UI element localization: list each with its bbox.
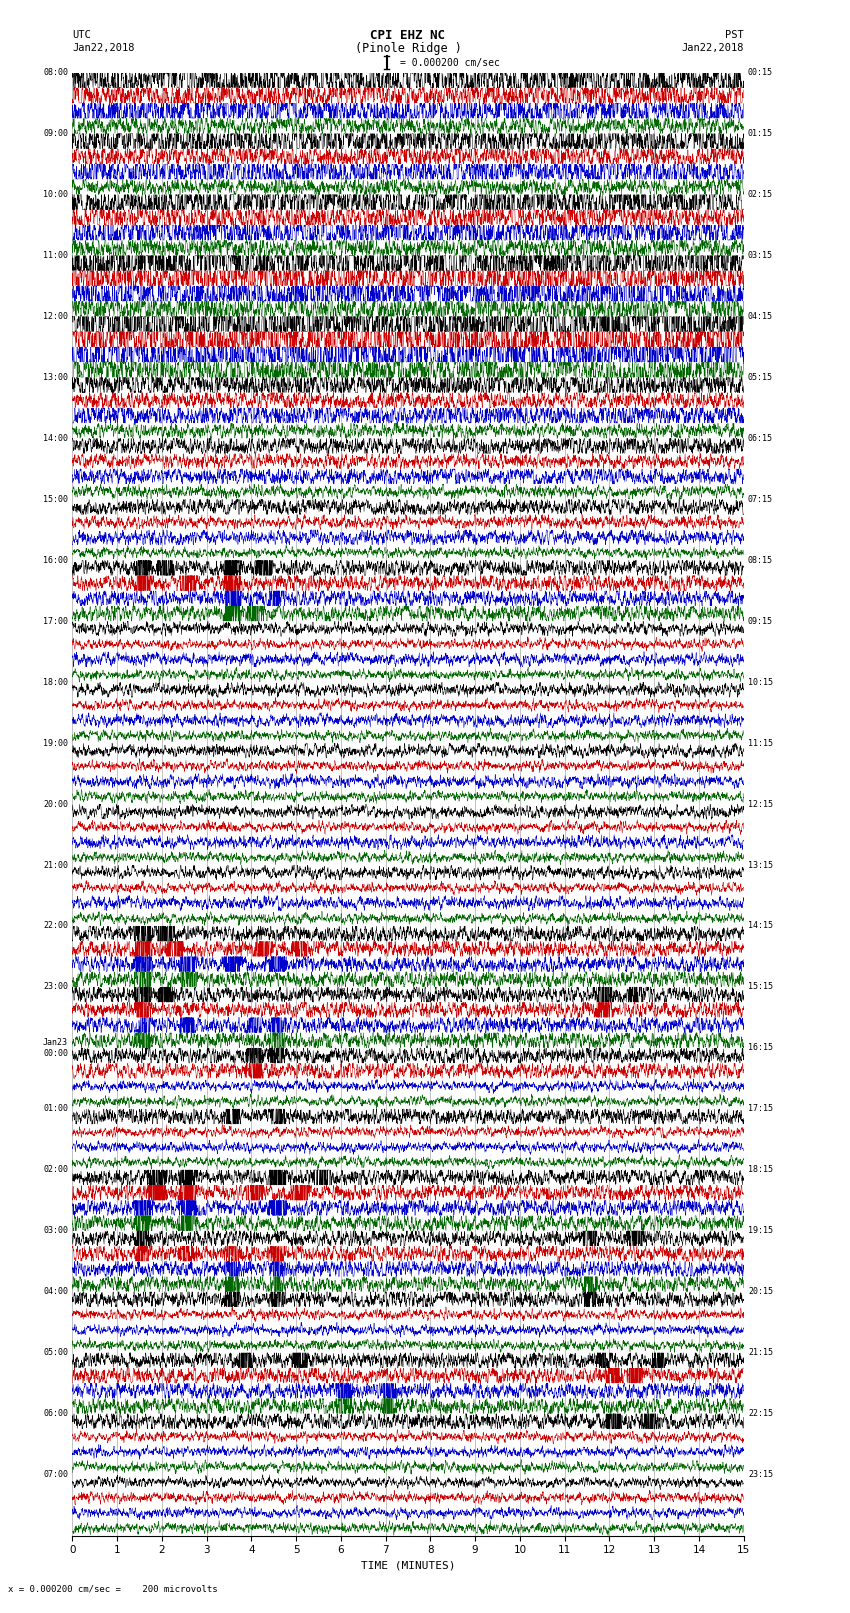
- Text: 16:15: 16:15: [748, 1044, 773, 1052]
- Text: Jan23
00:00: Jan23 00:00: [43, 1039, 68, 1058]
- Text: 13:15: 13:15: [748, 861, 773, 869]
- Text: 14:15: 14:15: [748, 921, 773, 931]
- Text: CPI EHZ NC: CPI EHZ NC: [371, 29, 445, 42]
- Text: Jan22,2018: Jan22,2018: [72, 44, 135, 53]
- Text: 21:00: 21:00: [43, 861, 68, 869]
- Text: 07:00: 07:00: [43, 1469, 68, 1479]
- Text: 17:00: 17:00: [43, 616, 68, 626]
- Text: 21:15: 21:15: [748, 1348, 773, 1357]
- Text: 02:00: 02:00: [43, 1165, 68, 1174]
- Text: 02:15: 02:15: [748, 190, 773, 198]
- Text: 10:15: 10:15: [748, 677, 773, 687]
- Text: Jan22,2018: Jan22,2018: [681, 44, 744, 53]
- Text: 11:00: 11:00: [43, 252, 68, 260]
- Text: 22:00: 22:00: [43, 921, 68, 931]
- Text: 18:15: 18:15: [748, 1165, 773, 1174]
- Text: 18:00: 18:00: [43, 677, 68, 687]
- Text: 12:15: 12:15: [748, 800, 773, 808]
- Text: = 0.000200 cm/sec: = 0.000200 cm/sec: [400, 58, 499, 68]
- Text: 01:15: 01:15: [748, 129, 773, 139]
- Text: 05:00: 05:00: [43, 1348, 68, 1357]
- Text: 14:00: 14:00: [43, 434, 68, 444]
- Text: 20:00: 20:00: [43, 800, 68, 808]
- Text: 10:00: 10:00: [43, 190, 68, 198]
- Text: 20:15: 20:15: [748, 1287, 773, 1297]
- Text: 23:15: 23:15: [748, 1469, 773, 1479]
- Text: PST: PST: [725, 31, 744, 40]
- Text: 19:15: 19:15: [748, 1226, 773, 1236]
- Text: 12:00: 12:00: [43, 311, 68, 321]
- Text: 11:15: 11:15: [748, 739, 773, 747]
- Text: 17:15: 17:15: [748, 1105, 773, 1113]
- Text: 16:00: 16:00: [43, 556, 68, 565]
- Text: 22:15: 22:15: [748, 1410, 773, 1418]
- Text: 08:00: 08:00: [43, 68, 68, 77]
- Text: UTC: UTC: [72, 31, 91, 40]
- Text: (Pinole Ridge ): (Pinole Ridge ): [354, 42, 462, 55]
- Text: 23:00: 23:00: [43, 982, 68, 992]
- Text: 15:15: 15:15: [748, 982, 773, 992]
- Text: 01:00: 01:00: [43, 1105, 68, 1113]
- Text: 15:00: 15:00: [43, 495, 68, 503]
- Text: 19:00: 19:00: [43, 739, 68, 747]
- Text: 00:15: 00:15: [748, 68, 773, 77]
- Text: 03:15: 03:15: [748, 252, 773, 260]
- Text: 09:15: 09:15: [748, 616, 773, 626]
- Text: 09:00: 09:00: [43, 129, 68, 139]
- Text: 07:15: 07:15: [748, 495, 773, 503]
- Text: 04:00: 04:00: [43, 1287, 68, 1297]
- Text: 03:00: 03:00: [43, 1226, 68, 1236]
- Text: 06:15: 06:15: [748, 434, 773, 444]
- X-axis label: TIME (MINUTES): TIME (MINUTES): [360, 1561, 456, 1571]
- Text: 13:00: 13:00: [43, 373, 68, 382]
- Text: x = 0.000200 cm/sec =    200 microvolts: x = 0.000200 cm/sec = 200 microvolts: [8, 1584, 218, 1594]
- Text: 04:15: 04:15: [748, 311, 773, 321]
- Text: 05:15: 05:15: [748, 373, 773, 382]
- Text: 06:00: 06:00: [43, 1410, 68, 1418]
- Text: 08:15: 08:15: [748, 556, 773, 565]
